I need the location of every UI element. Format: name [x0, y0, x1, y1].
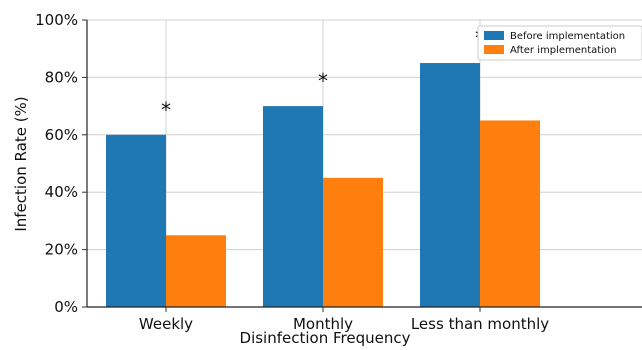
y-tick-label: 40% [45, 183, 78, 201]
legend-label-after: After implementation [510, 45, 616, 56]
y-tick-label: 20% [45, 241, 78, 259]
y-tick-label: 80% [45, 68, 78, 86]
x-axis-label: Disinfection Frequency [240, 329, 411, 347]
axes [86, 20, 642, 308]
bar-before-1 [263, 106, 323, 307]
bar-before-2 [420, 63, 480, 307]
y-tick-label: 60% [45, 126, 78, 144]
legend-label-before: Before implementation [510, 31, 625, 42]
bar-after-1 [323, 177, 383, 307]
bar-after-0 [166, 235, 226, 307]
x-ticks: Weekly Monthly Less than monthly [139, 307, 549, 333]
y-tick-label: 0% [54, 298, 78, 316]
legend: Before implementation After implementati… [477, 25, 642, 61]
x-tick-label: Monthly [293, 315, 353, 333]
y-axis-label: Infection Rate (%) [12, 96, 30, 231]
bar-after-2 [480, 120, 540, 307]
legend-box [477, 25, 642, 61]
significance-star: * [318, 69, 328, 93]
y-ticks: 0% 20% 40% 60% 80% 100% [35, 11, 87, 316]
legend-swatch-before [484, 31, 504, 40]
significance-star: * [161, 98, 171, 122]
y-tick-label: 100% [35, 11, 78, 29]
x-tick-label: Less than monthly [411, 315, 549, 333]
bar-before-0 [106, 134, 166, 307]
legend-swatch-after [484, 45, 504, 54]
x-tick-label: Weekly [139, 315, 193, 333]
bars [106, 63, 540, 307]
